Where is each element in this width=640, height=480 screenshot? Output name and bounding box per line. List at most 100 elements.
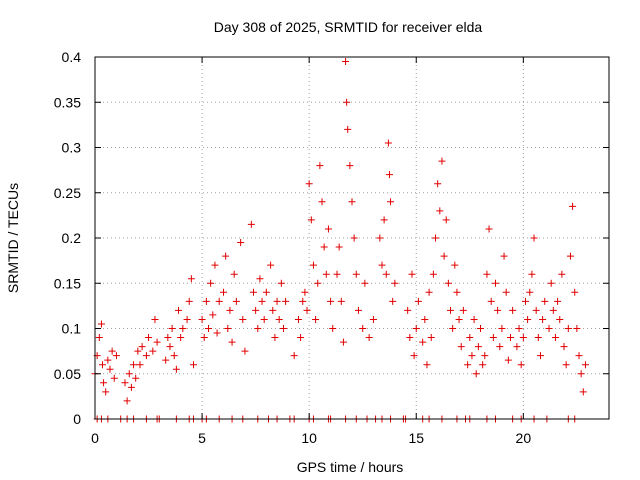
data-point [485,225,493,233]
data-point [187,275,195,283]
y-tick-label: 0.2 [62,230,82,246]
data-point [121,379,129,387]
data-point [329,325,337,332]
data-point [464,361,472,369]
data-point [228,338,236,346]
data-point [275,315,283,323]
data-point [376,234,384,242]
axis-ticks: 0 0.05 0.1 0.15 0.2 0.25 0.3 0.35 0.4 0 5 10 15 20 [54,49,609,446]
data-point [307,216,315,224]
data-point [112,352,120,360]
data-point [549,306,557,314]
y-tick-label: 0.3 [62,140,82,156]
data-point [205,325,213,332]
data-point [577,370,585,378]
data-point [110,374,118,382]
data-point [449,325,457,332]
data-point [346,162,354,170]
data-point [256,275,264,283]
data-point [466,334,474,342]
data-point [504,356,512,364]
data-point [318,198,326,206]
data-point [389,297,397,305]
data-point [382,270,390,278]
data-point [436,207,444,215]
data-point [104,356,112,364]
data-point [438,157,446,165]
data-point [258,297,266,305]
data-point [384,139,392,147]
data-point [172,365,180,373]
data-point [324,225,332,233]
data-point [97,320,105,328]
data-point [337,297,345,305]
data-point [444,279,452,287]
data-point [305,180,313,188]
data-point [220,288,227,296]
data-point [361,279,369,287]
data-point [297,334,305,342]
data-point [536,352,544,360]
data-point [322,270,330,278]
data-point [545,325,553,332]
data-point [136,361,144,369]
data-point [427,334,435,342]
data-point [299,297,307,305]
data-point [581,361,589,369]
data-point [530,234,538,242]
data-point [239,315,247,323]
data-point [365,334,373,342]
data-point [385,171,393,179]
data-point [528,270,536,278]
data-point [202,297,210,305]
data-point [309,261,317,269]
data-point [333,270,341,278]
data-point [254,325,262,332]
data-point [130,361,138,369]
data-point [506,334,514,342]
data-point [164,334,172,342]
data-point [277,279,285,287]
data-point [432,234,440,242]
data-point [468,352,476,360]
data-point [429,270,437,278]
data-point [447,306,455,314]
data-point [125,370,133,378]
y-tick-label: 0.1 [62,321,82,337]
data-point [168,325,176,332]
data-point [547,279,555,287]
data-point [558,270,566,278]
data-point [519,334,527,342]
data-point [123,397,131,405]
data-point [526,288,534,296]
data-point [320,243,328,251]
data-point [352,270,360,278]
data-point [271,334,279,342]
data-point [230,270,238,278]
data-points [91,58,589,423]
data-point [412,325,420,332]
data-point [496,343,504,351]
data-point [354,306,362,314]
data-point [207,279,215,287]
data-point [498,325,506,332]
data-point [571,288,579,296]
data-point [213,329,221,337]
data-point [472,370,480,378]
data-point [470,315,478,323]
x-tick-label: 10 [301,430,317,446]
x-tick-label: 15 [408,430,424,446]
data-point [273,297,281,305]
data-point [142,352,150,360]
data-point [303,306,311,314]
y-tick-label: 0 [73,411,81,427]
data-point [237,239,245,247]
data-point [440,252,448,260]
data-point [314,279,322,287]
data-point [455,315,463,323]
data-point [453,288,461,296]
data-point [98,361,106,369]
data-point [132,374,140,382]
data-point [153,338,161,346]
data-point [387,198,395,206]
